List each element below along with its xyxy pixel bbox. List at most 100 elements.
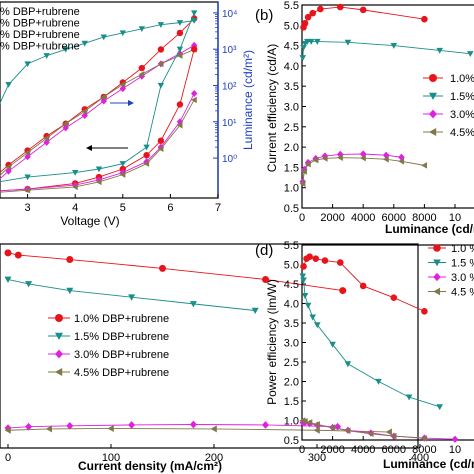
panel-d-data-point	[312, 255, 320, 262]
panel-a-data-point	[157, 22, 165, 28]
panel-c-data-point	[159, 264, 166, 272]
panel-c-x-tick-label: 300	[308, 452, 326, 464]
panel-a-data-point	[157, 46, 165, 53]
panel-d-y-tick-label: 2.5	[284, 357, 299, 369]
panel-a-data-point	[24, 174, 31, 181]
panel-a-data-point	[138, 26, 146, 33]
panel-d-xlabel: Luminance (cd/m	[383, 457, 474, 471]
panel-d-data-point	[299, 273, 307, 280]
panel-a-data-point	[119, 30, 126, 37]
panel-a-data-point	[143, 144, 150, 151]
panel-b-data-point	[467, 51, 474, 58]
panel-a-data-point	[24, 187, 31, 194]
panel-d-x-tick-label: 8000	[412, 444, 436, 456]
panel-d-y-tick-label: 3.0	[284, 338, 299, 350]
panel-d-x-tick-label: 10	[449, 444, 461, 456]
panel-a-series-line	[0, 18, 195, 174]
panel-b-x-tick-label: 4000	[351, 212, 375, 224]
panel-b: (b) 0.5 1.0 1.5 2.0 2.5 3.0 3.5 4.0 4.5 5.0 5.5 0 200…	[255, 0, 474, 236]
panel-c-series-line	[7, 279, 256, 311]
panel-a-ylabel-right: Luminance (cd/m²)	[241, 50, 255, 150]
panel-d-data-point	[359, 282, 367, 290]
panel-a-data-point	[157, 82, 165, 89]
panel-a-data-point	[176, 29, 184, 37]
panel-c-data-point	[4, 276, 12, 283]
panel-b-data-point	[359, 154, 366, 162]
panel-c-data-point	[66, 287, 74, 295]
panel-b-label: (b)	[255, 7, 273, 24]
panel-b-y-tick-label: 3.5	[284, 81, 299, 93]
panel-a-data-point	[72, 183, 78, 191]
panel-d-legend-marker	[433, 287, 441, 296]
panel-b-data-point	[436, 47, 443, 54]
panel-b-y-tick-label: 2.5	[284, 122, 299, 134]
panel-a-x-tick-label: 4	[72, 202, 78, 214]
panel-d-y-tick-label: 1.5	[284, 396, 299, 408]
panel-a-data-point	[24, 153, 31, 161]
panel-b-frame	[301, 4, 474, 209]
panel-b-x-tick-label: 8000	[412, 212, 436, 224]
panel-b-legend-marker	[429, 128, 437, 136]
panel-c-series-line	[7, 428, 390, 433]
panel-b-data-point	[382, 155, 389, 163]
panel-c-legend-marker	[55, 349, 63, 359]
panel-b-y-tick-label: 4.5	[284, 41, 299, 53]
panel-b-y-tick-label: 2.0	[284, 142, 299, 154]
panel-b-xlabel: Luminance (cd/m	[385, 222, 474, 236]
panel-c-legend-label: 4.5% DBP+rubrene	[74, 367, 169, 379]
panel-d-data-point	[367, 430, 374, 438]
panel-a-data-point	[5, 81, 12, 88]
panel-c-data-point	[262, 421, 269, 429]
panel-d-legend-marker	[433, 244, 441, 252]
panel-b-data-point	[321, 155, 328, 162]
panel-a-x-tick-label: 5	[120, 202, 126, 214]
panel-d-y-tick-label: 1.0	[284, 416, 299, 428]
panel-a-y-tick-label: 10²	[222, 81, 237, 92]
panel-a-data-point	[119, 168, 126, 177]
panel-a: 3 4 5 6 7 Voltage (V) 10⁰ 10¹ 10² 10³ 10⁴ Luminance…	[0, 1, 255, 228]
panel-a-data-point	[143, 152, 150, 159]
panel-a-series-line	[0, 49, 195, 192]
panel-a-y-tick-label: 10⁰	[222, 154, 237, 165]
panel-a-y-tick-label: 10⁴	[222, 9, 237, 20]
panel-a-legend-label: % DBP+rubrene	[0, 18, 80, 30]
panel-b-y-tick-label: 5.0	[284, 20, 299, 32]
panel-a-data-point	[157, 145, 164, 153]
panel-c-data-point	[4, 426, 11, 434]
panel-b-data-point	[336, 154, 343, 161]
panel-c-xlabel: Current density (mA/cm²)	[78, 459, 222, 473]
panel-d-data-point	[375, 378, 382, 385]
panel-c-x-tick-label: 100	[102, 452, 120, 464]
panel-d-legend-label: 1.0 %	[451, 243, 474, 255]
panel-c-legend-label: 1.5% DBP+rubrene	[74, 331, 169, 343]
panel-d-series-line	[302, 276, 440, 408]
panel-c-data-point	[107, 424, 114, 432]
panel-d-data-point	[344, 361, 352, 368]
panel-b-data-point	[299, 180, 306, 187]
panel-c-data-point	[334, 422, 342, 431]
panel-d-series-line	[302, 420, 425, 439]
panel-c-x-tick-label: 200	[205, 452, 223, 464]
panel-a-y-tick-label: 10³	[222, 45, 237, 56]
panel-d-data-point	[300, 277, 307, 284]
panel-d-legend-label: 1.5 %	[451, 258, 474, 270]
panel-b-data-point	[344, 39, 352, 46]
panel-a-legend-label: % DBP+rubrene	[0, 6, 80, 18]
panel-a-data-point	[138, 72, 146, 80]
panel-a-data-point	[95, 166, 103, 173]
panel-c-data-point	[251, 307, 259, 315]
panel-d-data-point	[304, 302, 312, 309]
panel-a-y-tick-label: 10¹	[222, 118, 237, 129]
panel-b-x-tick-label: 10	[449, 212, 461, 224]
panel-b-data-point	[382, 151, 390, 159]
panel-b-data-point	[421, 15, 428, 23]
panel-a-data-point	[191, 18, 198, 24]
panel-a-series-line	[0, 20, 195, 105]
panel-b-data-point	[301, 19, 309, 27]
panel-d-x-tick-label: 0	[299, 444, 305, 456]
panel-d-y-tick-label: 4.0	[284, 299, 299, 311]
panel-d-x-tick-label: 2000	[320, 444, 344, 456]
panel-b-data-point	[307, 38, 315, 45]
panel-c-data-point	[25, 281, 33, 288]
panel-d-data-point	[306, 253, 313, 260]
